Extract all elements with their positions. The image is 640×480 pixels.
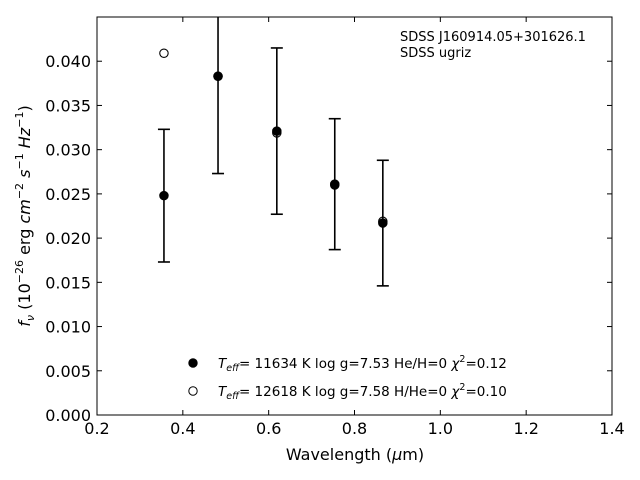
y-tick-label: 0.020 [45, 229, 91, 248]
y-axis-label: fν (10−26 erg cm−2 s−1 Hz−1) [13, 105, 37, 326]
y-tick-label: 0.040 [45, 52, 91, 71]
x-tick-label: 0.2 [84, 419, 109, 438]
y-tick-label: 0.000 [45, 406, 91, 425]
y-tick-label: 0.030 [45, 141, 91, 160]
open-model-point [159, 48, 169, 59]
x-axis-label: Wavelength (μm) [286, 445, 424, 464]
y-tick-label: 0.005 [45, 362, 91, 381]
y-tick-label: 0.035 [45, 96, 91, 115]
axis-ticks: 0.2 0.4 0.6 0.8 1.0 1.2 1.4 0.000 0.005 0.010 0.01… [45, 17, 625, 438]
legend-label-open: Teff= 12618 K log g=7.58 H/He=0 χ2=0.10 [218, 382, 507, 402]
open-model-point [378, 216, 388, 227]
legend-marker-open [188, 386, 198, 396]
x-tick-label: 0.4 [170, 419, 195, 438]
x-tick-label: 1.2 [513, 419, 538, 438]
error-bars [157, 17, 389, 287]
x-tick-label: 1.0 [428, 419, 453, 438]
y-tick-label: 0.015 [45, 273, 91, 292]
open-model-point [213, 71, 223, 82]
x-tick-label: 1.4 [599, 419, 624, 438]
open-model-point [272, 128, 282, 138]
annotation-object-name: SDSS J160914.05+301626.1 [400, 30, 586, 45]
data-markers [159, 48, 388, 228]
x-tick-label: 0.8 [342, 419, 367, 438]
legend-marker-filled [188, 358, 198, 368]
annotation-survey: SDSS ugriz [400, 46, 471, 61]
legend-label-filled: Teff= 11634 K log g=7.53 He/H=0 χ2=0.12 [218, 354, 507, 374]
error-bar [212, 17, 225, 175]
filled-model-point [159, 190, 169, 201]
legend: Teff= 11634 K log g=7.53 He/H=0 χ2=0.12 … [188, 354, 507, 402]
x-tick-label: 0.6 [256, 419, 281, 438]
y-tick-label: 0.010 [45, 318, 91, 337]
y-tick-label: 0.025 [45, 185, 91, 204]
open-model-point [330, 180, 340, 190]
